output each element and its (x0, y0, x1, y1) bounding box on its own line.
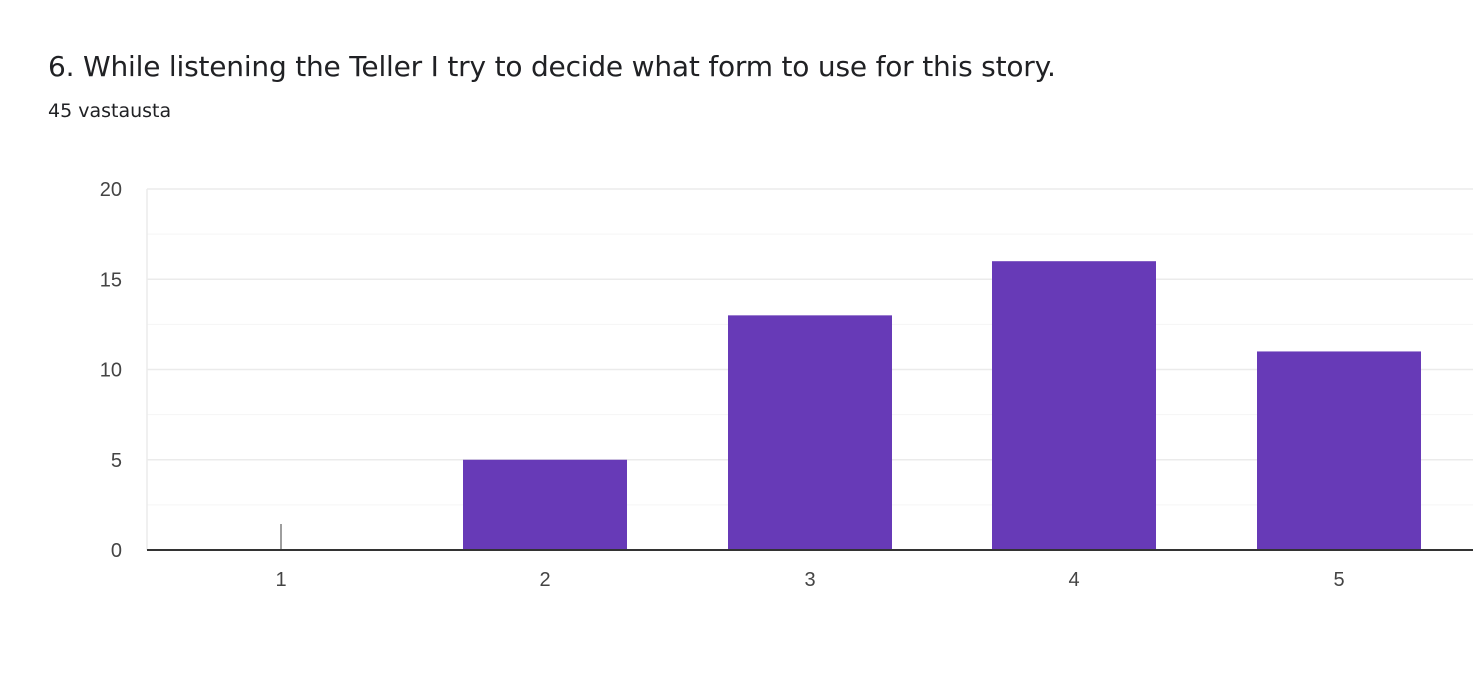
x-tick-label: 1 (275, 569, 286, 591)
y-tick-label: 5 (111, 450, 122, 472)
response-count: 45 vastausta (48, 100, 172, 122)
bars (280, 261, 1421, 550)
bar-4 (992, 261, 1156, 550)
bar-5 (1257, 351, 1421, 550)
question-title: 6. While listening the Teller I try to d… (48, 50, 1056, 83)
x-tick-label: 5 (1333, 569, 1344, 591)
x-tick-label: 4 (1068, 569, 1079, 591)
x-tick-label: 3 (804, 569, 815, 591)
y-tick-label: 20 (100, 179, 122, 201)
y-axis-labels: 0 5 10 15 20 (100, 179, 122, 562)
y-tick-label: 10 (100, 360, 122, 382)
bar-2 (463, 459, 627, 550)
y-tick-label: 15 (100, 269, 122, 291)
x-axis-labels: 1 2 3 4 5 (275, 569, 1344, 591)
y-tick-label: 0 (111, 540, 122, 562)
x-tick-label: 2 (539, 569, 550, 591)
bar-3 (728, 315, 892, 550)
